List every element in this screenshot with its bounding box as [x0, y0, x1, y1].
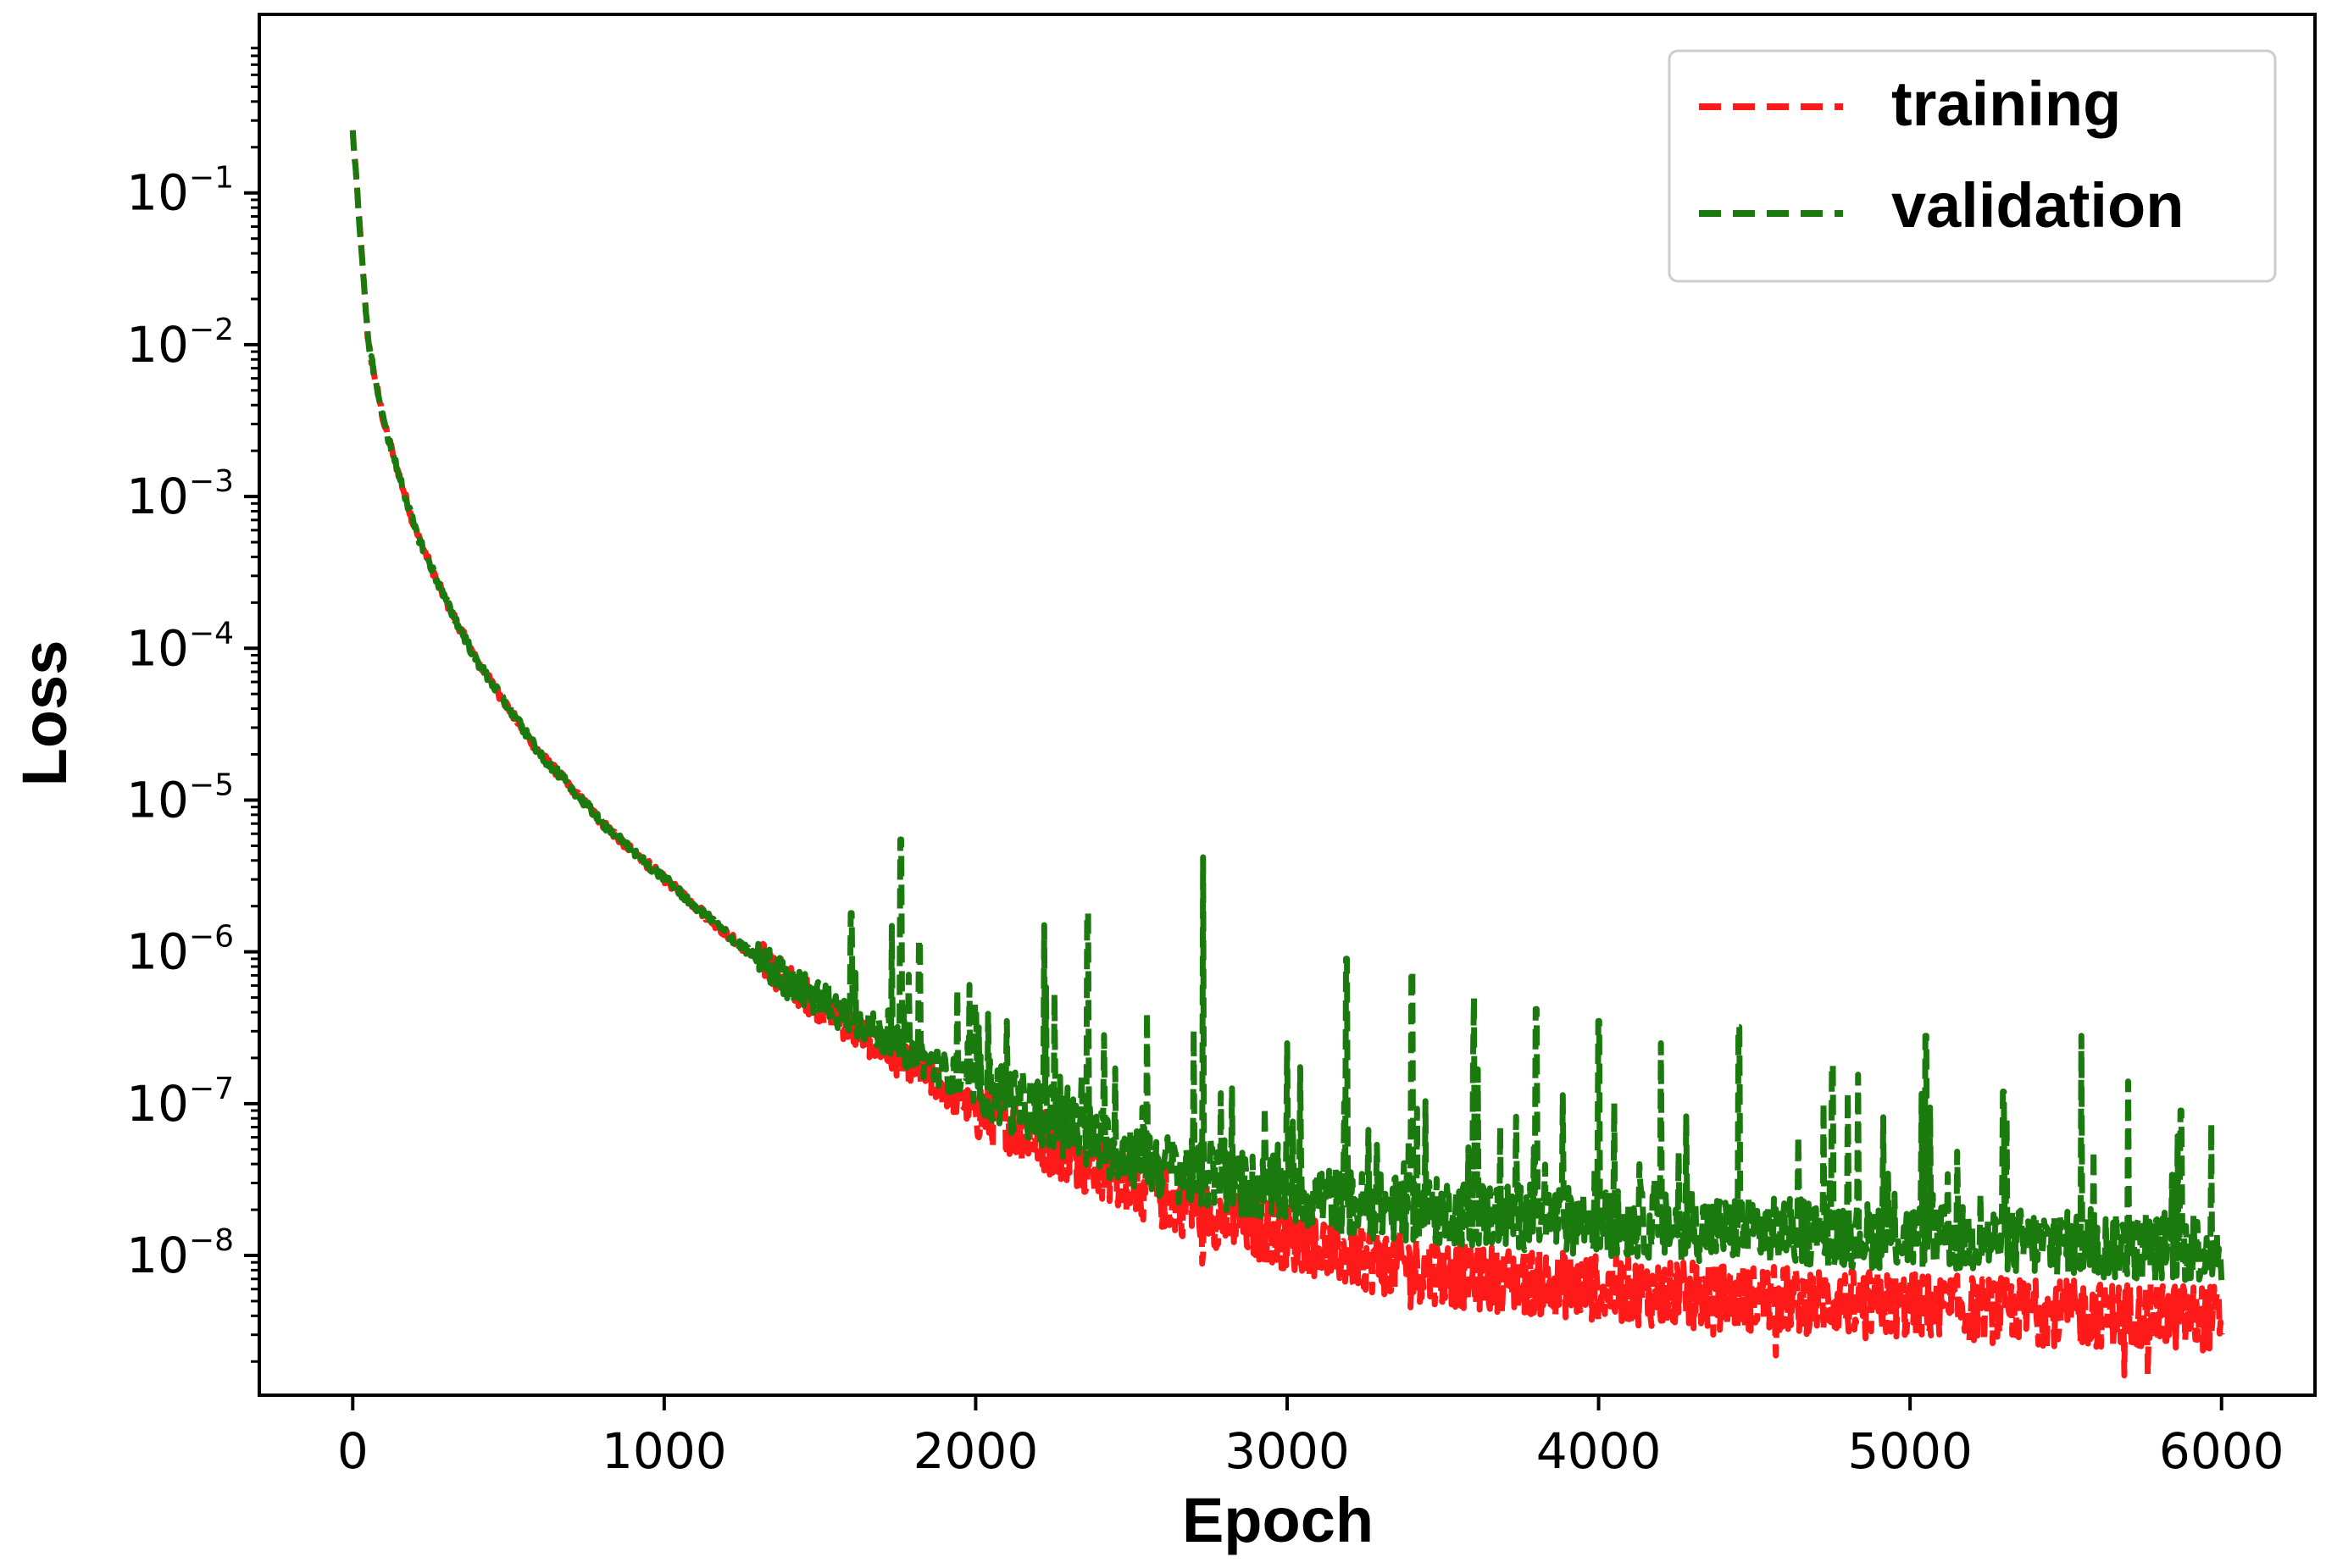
legend-label-training: training: [1891, 69, 2121, 139]
legend-label-validation: validation: [1891, 170, 2184, 241]
x-axis: 0 1000 2000 3000 4000 5000 6000: [337, 1395, 2284, 1480]
y-tick-label: 10−6: [126, 920, 234, 981]
x-tick-label: 6000: [2159, 1422, 2284, 1480]
y-tick-label: 10−8: [126, 1223, 234, 1284]
x-tick-label: 5000: [1847, 1422, 1973, 1480]
y-axis-title: Loss: [9, 640, 80, 787]
x-tick-label: 1000: [602, 1422, 727, 1480]
series-line-validation: [349, 130, 2225, 1283]
y-axis: 10−1 10−2 10−3 10−4 10−5 10−6 10−7 10−8: [126, 47, 259, 1363]
y-tick-label: 10−5: [126, 767, 234, 828]
y-tick-label: 10−7: [126, 1072, 234, 1133]
y-tick-label: 10−4: [126, 616, 234, 677]
series-layer: [349, 130, 2225, 1379]
x-tick-label: 4000: [1536, 1422, 1662, 1480]
legend: training validation: [1668, 49, 2277, 283]
y-tick-label: 10−1: [126, 161, 234, 222]
x-tick-label: 2000: [913, 1422, 1039, 1480]
y-tick-label: 10−2: [126, 313, 234, 374]
x-tick-label: 3000: [1224, 1422, 1350, 1480]
x-tick-label: 0: [337, 1422, 369, 1480]
x-axis-title: Epoch: [1182, 1485, 1374, 1555]
y-tick-label: 10−3: [126, 464, 234, 525]
